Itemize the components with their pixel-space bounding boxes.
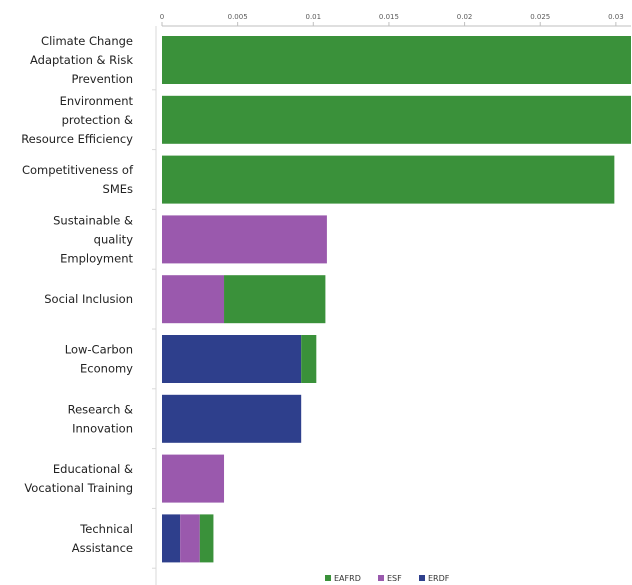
bar-eafrd-4 xyxy=(224,275,326,324)
legend-swatch-eafrd xyxy=(325,575,331,581)
category-label: Economy xyxy=(80,362,133,376)
category-label: Innovation xyxy=(72,421,133,435)
x-tick-label: 0.02 xyxy=(457,13,473,21)
bar-eafrd-2 xyxy=(162,155,615,204)
category-label: Prevention xyxy=(72,72,133,86)
category-label: Sustainable & xyxy=(53,213,133,227)
bar-erdf-8 xyxy=(162,514,181,563)
x-tick-label: 0 xyxy=(160,13,164,21)
bar-eafrd-5 xyxy=(301,335,317,383)
category-label: Vocational Training xyxy=(24,481,133,495)
legend-label-eafrd: EAFRD xyxy=(334,574,361,583)
x-tick-label: 0.005 xyxy=(228,13,248,21)
bar-esf-8 xyxy=(180,514,200,563)
category-label: Low-Carbon xyxy=(65,343,133,357)
category-label: Technical xyxy=(79,522,133,536)
x-axis: 0 0.005 0.01 0.015 0.02 0.025 0.03 xyxy=(155,13,631,585)
category-label: Social Inclusion xyxy=(44,292,133,306)
category-labels: Climate Change Adaptation & Risk Preventio… xyxy=(21,34,156,569)
bar-esf-4 xyxy=(162,275,225,324)
category-label: Adaptation & Risk xyxy=(30,53,133,67)
x-tick-label: 0.015 xyxy=(379,13,399,21)
bar-esf-7 xyxy=(162,454,225,503)
category-label: Competitiveness of xyxy=(22,163,134,177)
legend-swatch-esf xyxy=(378,575,384,581)
x-tick-label: 0.03 xyxy=(608,13,624,21)
legend-swatch-erdf xyxy=(419,575,425,581)
x-tick-label: 0.025 xyxy=(530,13,550,21)
bars xyxy=(162,36,631,563)
legend-label-esf: ESF xyxy=(387,574,402,583)
bar-eafrd-8 xyxy=(199,514,214,563)
bar-erdf-6 xyxy=(162,394,302,443)
category-label: Employment xyxy=(60,251,133,265)
bar-eafrd-0 xyxy=(162,36,631,84)
legend: EAFRD ESF ERDF xyxy=(325,574,450,583)
category-label: Environment xyxy=(60,94,134,108)
x-tick-label: 0.01 xyxy=(305,13,321,21)
category-label: quality xyxy=(94,232,134,246)
category-label: Resource Efficiency xyxy=(21,132,133,146)
category-label: Educational & xyxy=(53,462,133,476)
legend-label-erdf: ERDF xyxy=(428,574,450,583)
category-label: SMEs xyxy=(103,182,133,196)
category-label: Research & xyxy=(68,402,133,416)
category-label: Assistance xyxy=(72,541,133,555)
bar-erdf-5 xyxy=(162,335,302,383)
bar-esf-3 xyxy=(162,215,327,264)
category-label: Climate Change xyxy=(41,34,133,48)
bar-eafrd-1 xyxy=(162,95,631,144)
category-label: protection & xyxy=(62,113,133,127)
